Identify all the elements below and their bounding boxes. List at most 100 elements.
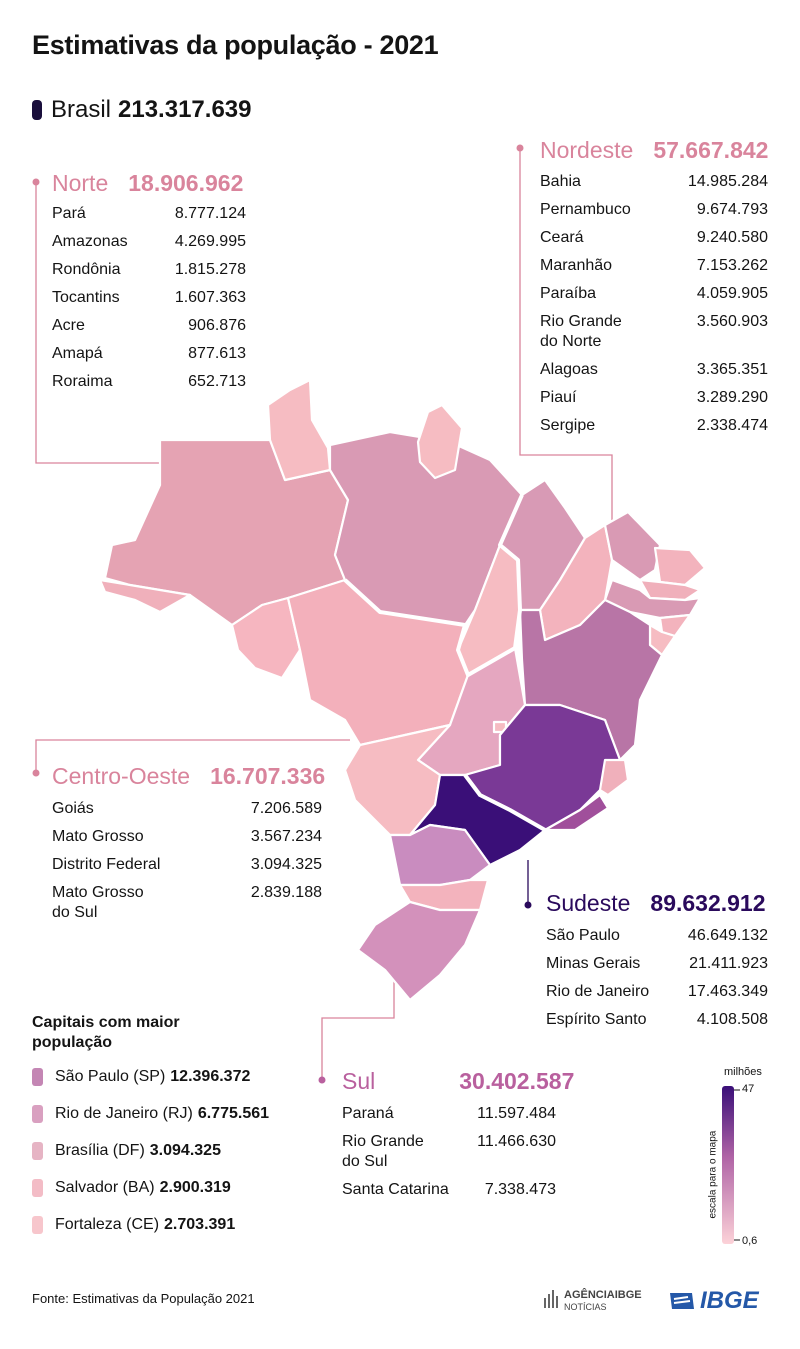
state-population: 4.108.508	[696, 1011, 768, 1028]
state-row: Paraná 11.597.484	[342, 1100, 556, 1128]
sudeste-pin	[524, 901, 532, 909]
state-rio-grande-do-sul	[356, 900, 482, 1002]
region-borders	[343, 494, 546, 832]
state-name: Santa Catarina	[342, 1181, 449, 1198]
centro-oeste-table: Goiás 7.206.589 Mato Grosso 3.567.234 Distri…	[52, 795, 322, 927]
state-population: 1.815.278	[174, 261, 246, 278]
state-rio-de-janeiro	[543, 793, 610, 832]
sudeste-border	[463, 773, 546, 832]
state-population: 3.365.351	[696, 361, 768, 378]
nordeste-name: Nordeste	[540, 137, 634, 163]
agencia-ibge-icon	[544, 1290, 560, 1310]
state-row: Ceará 9.240.580	[540, 224, 768, 252]
centro-oeste-leader-line	[35, 739, 350, 773]
sul-pin	[318, 1076, 326, 1084]
state-name: Sergipe	[540, 417, 596, 434]
state-row: Rondônia 1.815.278	[52, 256, 246, 284]
capital-swatch	[32, 1105, 43, 1123]
norte-table: Pará 8.777.124 Amazonas 4.269.995 Rondônia 1.…	[52, 200, 246, 396]
state-population: 2.338.474	[696, 417, 768, 434]
state-row: Maranhão 7.153.262	[540, 252, 768, 280]
state-row: Rio de Janeiro 17.463.349	[546, 978, 768, 1006]
state-row: São Paulo 46.649.132	[546, 922, 768, 950]
state-name: Acre	[52, 317, 85, 334]
states	[98, 378, 707, 1002]
state-row: Piauí 3.289.290	[540, 384, 768, 412]
brasil-value: 213.317.639	[118, 96, 252, 123]
nordeste-header: Nordeste 57.667.842	[540, 137, 768, 164]
scale-min: 0,6	[742, 1235, 758, 1247]
state-row: Paraíba 4.059.905	[540, 280, 768, 308]
state-parana	[388, 823, 492, 887]
state-population: 906.876	[188, 317, 246, 334]
state-name: São Paulo	[546, 927, 620, 944]
agencia-ibge-logo: AGÊNCIAIBGE NOTÍCIAS	[564, 1289, 642, 1313]
state-population: 4.269.995	[174, 233, 246, 250]
state-row: Espírito Santo 4.108.508	[546, 1006, 768, 1034]
state-row: Minas Gerais 21.411.923	[546, 950, 768, 978]
state-name: Pernambuco	[540, 201, 631, 218]
sudeste-total: 89.632.912	[650, 890, 766, 916]
state-name: Goiás	[52, 800, 94, 817]
state-population: 3.094.325	[250, 856, 322, 873]
capital-item: São Paulo (SP) 12.396.372	[32, 1068, 250, 1086]
capital-population: 12.396.372	[170, 1068, 251, 1085]
state-name: Tocantins	[52, 289, 120, 306]
state-population: 7.206.589	[250, 800, 322, 817]
state-name: Rondônia	[52, 261, 121, 278]
state-population: 4.059.905	[696, 285, 768, 302]
capital-population: 2.703.391	[164, 1216, 236, 1233]
scale-caption: escala para o mapa	[707, 1130, 719, 1219]
state-name: Alagoas	[540, 361, 598, 378]
norte-name: Norte	[52, 170, 109, 196]
state-population: 7.338.473	[484, 1181, 556, 1198]
state-row: Amazonas 4.269.995	[52, 228, 246, 256]
capital-city: Salvador (BA)	[55, 1179, 155, 1196]
state-row: Mato Grosso do Sul 2.839.188	[52, 879, 322, 927]
brasil-marker	[32, 100, 42, 120]
state-name: Distrito Federal	[52, 856, 161, 873]
capital-item: Rio de Janeiro (RJ) 6.775.561	[32, 1105, 269, 1123]
state-rondonia	[230, 596, 302, 680]
state-population: 11.466.630	[477, 1133, 556, 1150]
state-row: Acre 906.876	[52, 312, 246, 340]
nordeste-total: 57.667.842	[653, 137, 769, 163]
sul-header: Sul 30.402.587	[342, 1068, 574, 1095]
state-row: Santa Catarina 7.338.473	[342, 1176, 556, 1204]
capital-city: Brasília (DF)	[55, 1142, 145, 1159]
state-name: Ceará	[540, 229, 584, 246]
state-population: 8.777.124	[174, 205, 246, 222]
state-row: Mato Grosso 3.567.234	[52, 823, 322, 851]
capitals-title: Capitais com maior população	[32, 1014, 180, 1051]
norte-pin	[32, 178, 40, 186]
state-population: 21.411.923	[689, 955, 768, 972]
state-population: 1.607.363	[174, 289, 246, 306]
state-row: Tocantins 1.607.363	[52, 284, 246, 312]
capital-city: Rio de Janeiro (RJ)	[55, 1105, 193, 1122]
state-name: Paraná	[342, 1105, 394, 1122]
state-row: Goiás 7.206.589	[52, 795, 322, 823]
capital-swatch	[32, 1142, 43, 1160]
sudeste-header: Sudeste 89.632.912	[546, 890, 766, 917]
capital-item: Brasília (DF) 3.094.325	[32, 1142, 221, 1160]
state-row: Pará 8.777.124	[52, 200, 246, 228]
sul-total: 30.402.587	[459, 1068, 575, 1094]
agencia-ibge-line1: AGÊNCIAIBGE	[564, 1289, 642, 1301]
state-population: 877.613	[188, 345, 246, 362]
state-population: 9.240.580	[696, 229, 768, 246]
ibge-logo: IBGE	[700, 1287, 759, 1314]
capital-item: Salvador (BA) 2.900.319	[32, 1179, 231, 1197]
state-population: 46.649.132	[687, 927, 768, 944]
state-name: Piauí	[540, 389, 577, 406]
state-population: 3.560.903	[696, 313, 768, 330]
state-name: Maranhão	[540, 257, 613, 274]
nordeste-leader-line	[519, 148, 613, 520]
state-name: Mato Grosso	[52, 828, 144, 845]
nordeste-pin	[516, 144, 524, 152]
sul-name: Sul	[342, 1068, 376, 1094]
sudeste-table: São Paulo 46.649.132 Minas Gerais 21.411.92…	[546, 922, 768, 1034]
sul-leader-line	[321, 970, 395, 1078]
state-name: Minas Gerais	[546, 955, 641, 972]
